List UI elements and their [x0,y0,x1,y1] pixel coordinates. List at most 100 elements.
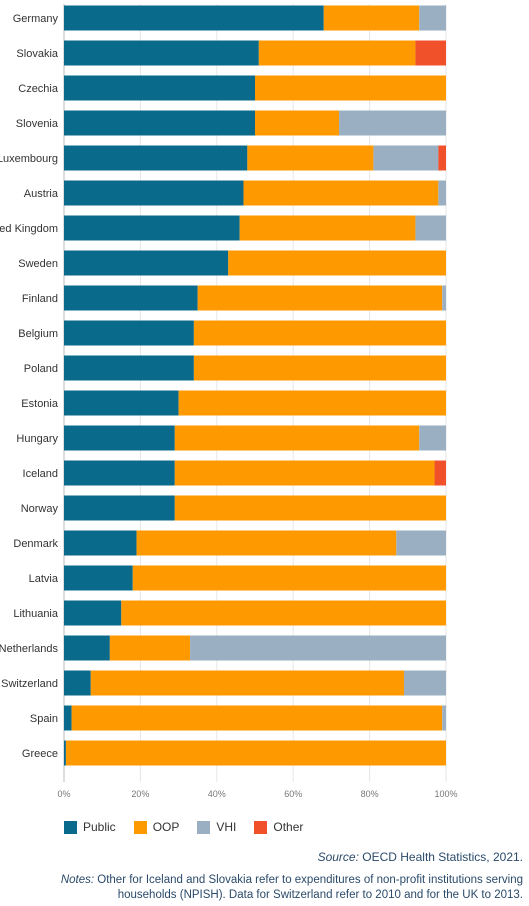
category-label: Finland [22,293,58,305]
bar-segment-oop [174,425,420,451]
category-label: Spain [30,713,58,725]
bar-segment-oop [228,250,446,276]
bar-segment-vhi [403,670,446,696]
bar-segment-public [64,5,324,31]
x-tick-label: 100% [434,789,457,799]
bar-segment-public [64,600,122,626]
x-tick-label: 60% [284,789,302,799]
bar-segment-public [64,635,110,661]
bar-segment-oop [255,75,446,101]
category-label: Estonia [21,398,59,410]
x-tick-label: 80% [361,789,379,799]
bar-segment-oop [247,145,374,171]
notes-text: Other for Iceland and Slovakia refer to … [97,874,523,901]
bar-segment-oop [258,40,416,66]
bar-segment-public [64,390,179,416]
stacked-bar-chart: 0% 20% 40% 60% 80% 100% Germany Slovakia Czechia… [0,4,458,799]
bar-segment-public [64,40,259,66]
bar-segment-oop [109,635,191,661]
bar-segment-oop [90,670,404,696]
source-note: Source: OECD Health Statistics, 2021. [318,850,523,864]
bar-segment-public [64,670,91,696]
category-label: Belgium [18,328,58,340]
bar-segment-vhi [396,530,446,556]
bar-segment-oop [255,110,340,136]
category-label: Greece [22,748,58,760]
bar-segment-public [64,705,72,731]
legend-swatch-public [64,820,77,834]
category-label: Hungary [16,433,58,445]
category-label: Germany [13,13,59,25]
category-label: Norway [21,503,59,515]
bar-segment-public [64,110,255,136]
bar-segment-oop [193,320,446,346]
x-tick-label: 40% [208,789,226,799]
bar-segment-vhi [415,215,446,241]
category-label: Latvia [29,573,59,585]
category-label: Sweden [18,258,58,270]
legend-item-oop: OOP [133,820,180,834]
bar-segment-vhi [339,110,446,136]
bar-segment-public [64,460,175,486]
legend-item-vhi: VHI [197,820,236,834]
bar-segment-oop [174,460,435,486]
bar-segment-vhi [190,635,446,661]
bar-segment-public [64,425,175,451]
bar-segment-public [64,75,255,101]
category-label: Poland [24,363,58,375]
category-label: Lithuania [13,608,59,620]
bar-segment-public [64,180,244,206]
bar-segment-public [64,215,240,241]
category-label: Czechia [18,83,59,95]
legend-swatch-vhi [197,820,211,834]
bar-segment-oop [121,600,447,626]
bar-segment-oop [197,285,443,311]
bar-segment-oop [71,705,443,731]
category-label: Austria [24,188,59,200]
x-tick-label: 20% [131,789,149,799]
bar-segment-oop [323,5,420,31]
legend-item-other: Other [254,820,303,834]
legend-label-vhi: VHI [216,820,237,834]
bar-segment-vhi [419,425,446,451]
bar-segment-oop [65,740,446,766]
bar-segment-public [64,320,194,346]
bar-segment-public [64,285,198,311]
source-text: OECD Health Statistics, 2021. [362,850,523,864]
category-label: Denmark [13,538,58,550]
bar-segment-oop [239,215,416,241]
bar-segment-public [64,355,194,381]
legend-label-other: Other [273,820,304,834]
bar-segment-oop [136,530,397,556]
bar-segment-public [64,250,229,276]
category-label: Luxembourg [0,153,58,165]
x-tick-label: 0% [57,789,70,799]
bar-segment-vhi [442,285,446,311]
bar-segment-oop [193,355,446,381]
legend-label-oop: OOP [152,820,180,834]
legend-label-public: Public [83,820,116,834]
bar-segment-oop [243,180,439,206]
bar-segment-vhi [442,705,446,731]
bar-segment-other [434,460,446,486]
category-label: United Kingdom [0,223,58,235]
bar-segment-public [64,530,137,556]
bar-segment-vhi [438,180,446,206]
bar-segment-vhi [419,5,446,31]
chart-legend: Public OOP VHI Other [64,820,321,834]
category-label: Iceland [23,468,58,480]
notes-label: Notes: [60,874,95,886]
bar-segment-other [438,145,446,171]
bar-segment-oop [174,495,446,521]
category-label: Slovakia [16,48,58,60]
bar-segment-oop [132,565,446,591]
category-label: Switzerland [1,678,58,690]
bar-segment-public [64,565,133,591]
legend-item-public: Public [64,820,116,834]
bar-segment-public [64,740,66,766]
category-label: Netherlands [0,643,58,655]
notes: Notes: Other for Iceland and Slovakia re… [60,873,523,903]
source-label: Source: [317,850,359,864]
bar-segment-public [64,495,175,521]
legend-swatch-other [254,820,268,834]
